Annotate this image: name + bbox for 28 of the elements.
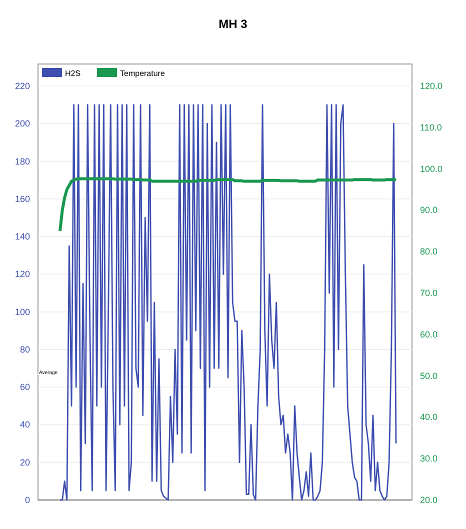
y-tick-label: 140 (14, 232, 30, 242)
y-tick-label: 180 (14, 156, 30, 166)
y-tick-label: 0 (24, 495, 30, 505)
y-tick-label: 200 (14, 118, 30, 129)
y-tick-label: 120 (14, 269, 30, 280)
y2-tick-label: 30.0 (420, 454, 438, 464)
chart-title: MH 3 (218, 17, 248, 31)
y-tick-label: 20 (20, 457, 30, 468)
legend-label: H2S (65, 69, 81, 78)
y2-tick-label: 60.0 (420, 329, 438, 340)
y-tick-label: 80 (20, 344, 30, 354)
y2-tick-label: 90.0 (420, 205, 438, 216)
legend-label: Temperature (120, 69, 166, 78)
y-tick-label: 220 (14, 81, 30, 91)
y2-tick-label: 50.0 (420, 370, 438, 381)
y2-tick-label: 120.0 (420, 81, 443, 91)
line-series (58, 177, 398, 232)
y2-tick-label: 20.0 (420, 495, 438, 505)
y-tick-label: 60 (20, 382, 30, 392)
y2-tick-label: 100.0 (420, 164, 443, 174)
y-tick-label: 160 (14, 194, 30, 204)
y2-tick-label: 40.0 (420, 412, 438, 422)
y2-tick-label: 70.0 (420, 288, 438, 298)
y2-tick-label: 80.0 (420, 246, 438, 257)
line-series (59, 104, 397, 501)
y2-tick-label: 110.0 (420, 122, 442, 132)
y-tick-label: 40 (20, 420, 30, 430)
y-tick-label: 100 (14, 306, 30, 317)
